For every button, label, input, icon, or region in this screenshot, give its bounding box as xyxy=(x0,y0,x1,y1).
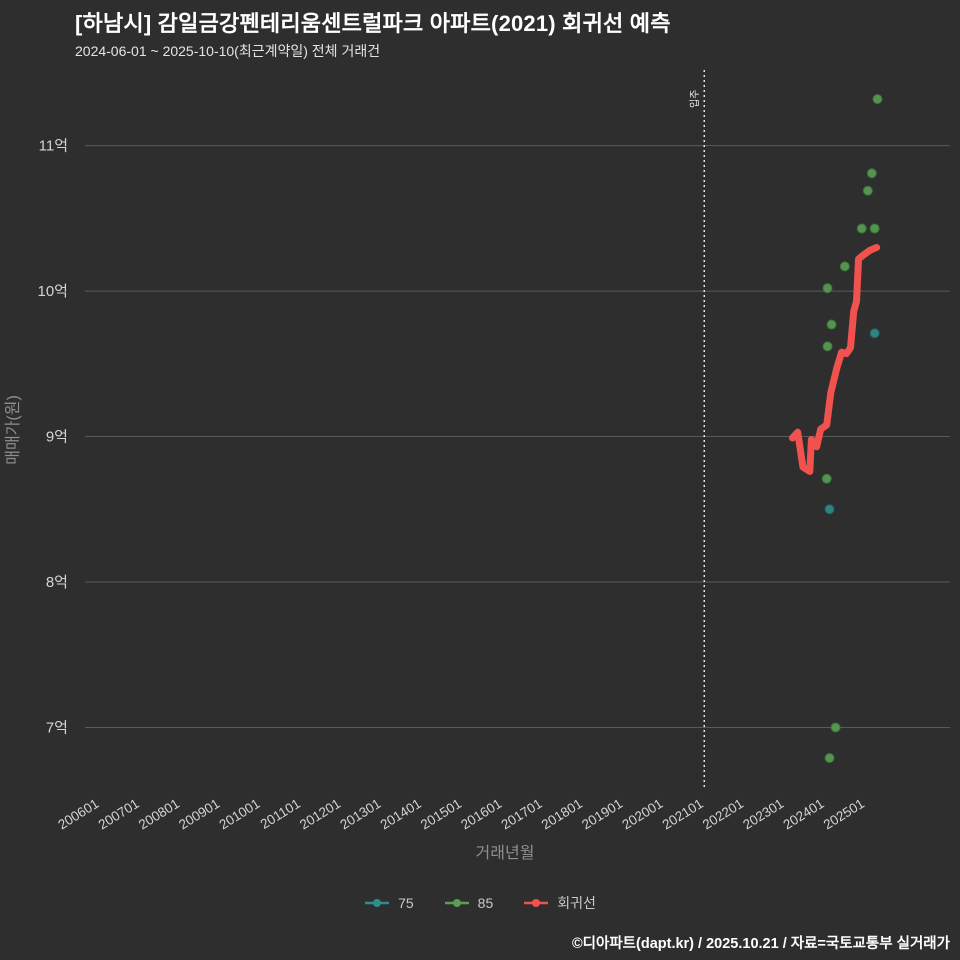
x-tick-label: 200801 xyxy=(136,796,182,833)
x-tick-label: 201001 xyxy=(216,796,262,833)
legend-label: 85 xyxy=(477,895,494,911)
x-tick-label: 201701 xyxy=(499,796,545,833)
legend-item-75[interactable]: 75 xyxy=(364,895,414,911)
point-85[interactable] xyxy=(856,223,867,234)
legend: 75 85 회귀선 xyxy=(0,893,960,913)
x-tick-label: 201901 xyxy=(579,796,625,833)
x-tick-label: 202401 xyxy=(781,796,827,833)
y-tick-label: 10억 xyxy=(38,283,69,300)
x-tick-label: 202501 xyxy=(821,796,867,833)
x-tick-label: 202101 xyxy=(660,796,706,833)
point-85[interactable] xyxy=(822,283,833,294)
point-85[interactable] xyxy=(826,319,837,330)
point-75[interactable] xyxy=(869,328,880,339)
plot-area: 7억 8억 9억 10억 11억 2006012007012008012009012010… xyxy=(4,70,950,862)
x-tick-label: 202201 xyxy=(700,796,746,833)
point-85[interactable] xyxy=(830,722,841,733)
x-tick-label: 202301 xyxy=(740,796,786,833)
chart-subtitle: 2024-06-01 ~ 2025-10-10(최근계약일) 전체 거래건 xyxy=(75,43,381,59)
point-85[interactable] xyxy=(839,261,850,272)
point-75[interactable] xyxy=(824,504,835,515)
point-85[interactable] xyxy=(872,94,883,105)
y-tick-label: 9억 xyxy=(46,429,68,446)
legend-marker xyxy=(524,899,549,907)
point-85[interactable] xyxy=(869,223,880,234)
x-tick-label: 201601 xyxy=(458,796,504,833)
chart-title: [하남시] 감일금강펜테리움센트럴파크 아파트(2021) 회귀선 예측 xyxy=(75,11,671,36)
point-85[interactable] xyxy=(821,473,832,484)
legend-marker xyxy=(444,899,469,907)
y-tick-label: 11억 xyxy=(39,138,68,155)
point-85[interactable] xyxy=(822,341,833,352)
x-tick-label: 201101 xyxy=(258,796,303,832)
x-tick-label: 201801 xyxy=(539,796,585,833)
legend-label: 75 xyxy=(398,895,414,911)
y-axis-title: 매매가(원) xyxy=(4,395,22,465)
x-tick-label: 201201 xyxy=(297,796,343,833)
x-tick-label: 201401 xyxy=(378,796,424,833)
legend-label: 회귀선 xyxy=(557,895,596,911)
x-tick-label: 202001 xyxy=(619,796,665,833)
x-tick-label: 200601 xyxy=(55,796,101,833)
legend-item-회귀선[interactable]: 회귀선 xyxy=(523,893,596,913)
y-tick-label: 7억 xyxy=(46,719,68,736)
x-tick-label: 200901 xyxy=(176,796,222,833)
legend-marker xyxy=(365,899,390,907)
y-tick-label: 8억 xyxy=(46,574,68,591)
regression-line[interactable] xyxy=(788,243,881,475)
point-85[interactable] xyxy=(824,753,835,763)
x-tick-label: 201501 xyxy=(418,796,464,833)
footer-credit: ©디아파트(dapt.kr) / 2025.10.21 / 자료=국토교통부 실… xyxy=(571,936,950,952)
annotation-label: 입주 xyxy=(688,90,701,108)
point-85[interactable] xyxy=(866,168,877,179)
x-axis-title: 거래년월 xyxy=(476,844,535,862)
x-tick-label: 200701 xyxy=(96,796,142,833)
legend-item-85[interactable]: 85 xyxy=(444,895,494,911)
x-tick-label: 201301 xyxy=(337,796,383,833)
point-85[interactable] xyxy=(862,185,873,196)
